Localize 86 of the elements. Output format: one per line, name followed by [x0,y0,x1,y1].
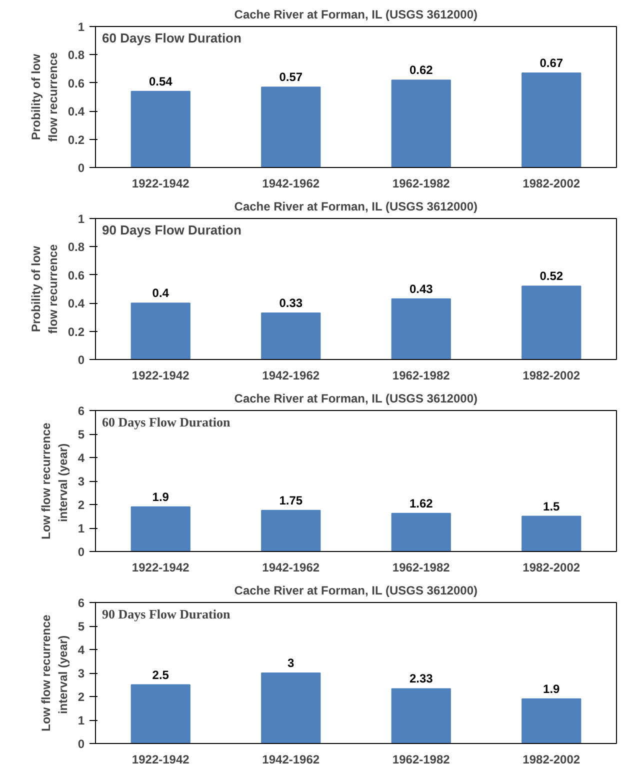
y-tick-label: 3 [78,666,85,680]
data-label: 0.57 [279,70,303,84]
chart-title: Cache River at Forman, IL (USGS 3612000) [234,8,478,22]
y-axis-title: Probility of low flow recurrence [29,52,60,142]
y-tick-label: 0 [78,737,85,751]
y-tick-label: 0.6 [68,268,85,282]
data-label: 0.62 [409,63,434,78]
y-tick-label: 0.8 [68,240,85,254]
data-label: 0.33 [279,296,303,310]
x-tick-label: 1962-1982 [392,368,450,382]
y-tick-label: 0.8 [68,48,85,62]
chart-title: Cache River at Forman, IL (USGS 3612000) [234,200,478,214]
y-tick-label: 0 [78,545,85,559]
y-tick-label: 6 [78,596,85,610]
bar [130,90,190,168]
x-tick-label: 1922-1942 [132,560,190,574]
bar [130,302,190,360]
x-tick-label: 1982-2002 [522,176,580,190]
x-tick-label: 1942-1962 [262,560,320,574]
bar [391,688,451,744]
data-label: 2.5 [152,668,170,682]
bar [522,698,582,744]
data-label: 1.75 [279,493,303,508]
y-tick-label: 0 [78,353,85,367]
annotation: 60 Days Flow Duration [102,414,231,430]
x-tick-label: 1922-1942 [132,176,190,190]
x-tick-label: 1922-1942 [132,752,190,766]
y-axis-title: Low flow recurrence interval (year) [39,422,70,540]
x-tick-label: 1982-2002 [522,368,580,382]
x-tick-label: 1962-1982 [392,560,450,574]
y-tick-label: 0 [78,161,85,175]
y-tick-label: 4 [78,451,85,465]
bar [391,298,451,360]
y-tick-label: 1 [78,212,85,226]
chart-title: Cache River at Forman, IL (USGS 3612000) [234,584,478,598]
data-label: 0.54 [148,74,173,88]
y-tick-label: 3 [78,474,85,488]
y-axis-title: Probility of low flow recurrence [29,244,60,334]
data-label: 1.9 [543,682,560,696]
data-label: 1.9 [152,490,170,504]
bar [261,672,321,744]
y-tick-label: 5 [78,620,85,634]
y-tick-label: 6 [78,404,85,418]
y-tick-label: 5 [78,428,85,442]
y-tick-label: 1 [78,714,85,728]
bar [130,506,190,552]
bar [391,512,451,552]
bar [261,312,321,360]
data-label: 0.67 [540,56,564,70]
y-tick-label: 0.2 [68,132,85,147]
bar [261,510,321,552]
data-label: 3 [288,656,295,670]
chart-title: Cache River at Forman, IL (USGS 3612000) [234,392,478,406]
y-tick-label: 0.4 [68,104,85,119]
x-tick-label: 1982-2002 [522,752,580,766]
data-label: 2.33 [409,672,434,686]
x-tick-label: 1942-1962 [262,752,320,766]
y-tick-label: 2 [78,498,85,512]
x-tick-label: 1982-2002 [522,560,580,574]
y-tick-label: 1 [78,522,85,536]
data-label: 0.4 [152,286,170,300]
x-tick-label: 1962-1982 [392,752,450,766]
bar [522,516,582,552]
bar [522,72,582,168]
bar [261,86,321,168]
x-tick-label: 1942-1962 [262,176,320,190]
data-label: 1.62 [409,496,434,510]
bar [522,286,582,360]
annotation: 90 Days Flow Duration [102,222,242,238]
data-label: 1.5 [543,499,560,514]
y-tick-label: 0.2 [68,324,85,339]
x-tick-label: 1922-1942 [132,368,190,382]
annotation: 90 Days Flow Duration [102,606,231,622]
y-tick-label: 0.6 [68,76,85,90]
x-tick-label: 1962-1982 [392,176,450,190]
y-tick-label: 0.4 [68,296,85,311]
bar [130,684,190,744]
y-axis-title: Low flow recurrence interval (year) [39,614,70,732]
data-label: 0.43 [409,282,434,296]
data-label: 0.52 [540,269,564,284]
y-tick-label: 4 [78,643,85,657]
x-tick-label: 1942-1962 [262,368,320,382]
bar [391,80,451,168]
y-tick-label: 2 [78,690,85,704]
annotation: 60 Days Flow Duration [102,30,242,46]
y-tick-label: 1 [78,20,85,34]
